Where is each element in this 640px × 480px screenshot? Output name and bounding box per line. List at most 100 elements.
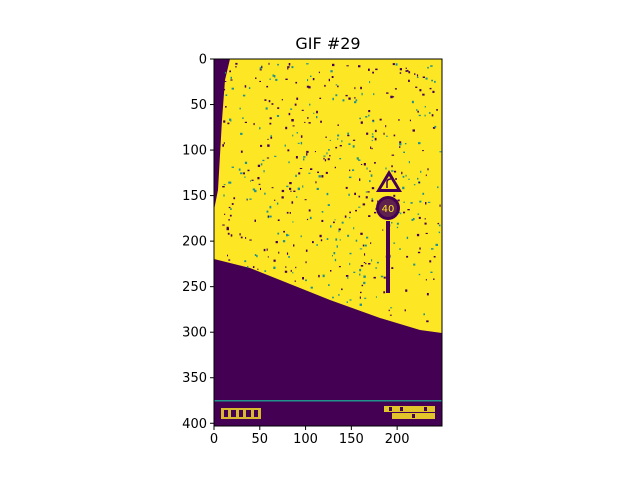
speckle xyxy=(312,241,314,244)
speckle xyxy=(264,99,267,101)
speckle xyxy=(432,90,435,93)
speckle xyxy=(324,159,327,162)
speckle xyxy=(425,77,428,80)
speckle xyxy=(349,262,351,266)
x-tick-label: 150 xyxy=(339,432,364,447)
speckle xyxy=(427,66,429,69)
speckle xyxy=(353,271,356,273)
speckle xyxy=(262,159,265,162)
speckle xyxy=(349,217,351,219)
speckle xyxy=(249,198,252,200)
speckle xyxy=(244,121,247,123)
speckle xyxy=(337,134,340,137)
speckle xyxy=(295,266,297,269)
speckle xyxy=(321,175,324,178)
speckle xyxy=(312,78,315,81)
speckle xyxy=(223,142,225,145)
speckle xyxy=(338,228,341,231)
speckle xyxy=(356,157,359,160)
speckle xyxy=(293,190,296,192)
speckle xyxy=(318,175,321,178)
speckle xyxy=(304,199,307,201)
speckle xyxy=(347,234,350,237)
speckle xyxy=(284,144,286,147)
speckle xyxy=(228,219,230,221)
speckle xyxy=(438,231,441,234)
speckle xyxy=(329,139,331,141)
x-tick-label: 100 xyxy=(293,432,318,447)
speckle xyxy=(320,120,322,123)
speckle xyxy=(393,134,396,137)
speckle xyxy=(391,96,395,98)
speckle xyxy=(292,125,295,127)
speckle xyxy=(375,68,378,71)
speckle xyxy=(303,158,305,161)
speckle xyxy=(319,234,322,238)
speckle xyxy=(403,201,405,203)
speckle xyxy=(249,239,252,241)
caption-artifact-right xyxy=(384,406,435,419)
speckle xyxy=(330,70,333,73)
speckle xyxy=(341,140,343,143)
speckle xyxy=(359,303,362,306)
speckle xyxy=(240,150,243,153)
speckle xyxy=(354,192,356,195)
speckle xyxy=(230,76,232,79)
speckle xyxy=(370,242,372,244)
speckle xyxy=(222,224,225,226)
speckle xyxy=(267,215,269,218)
speckle xyxy=(405,70,408,72)
speckle xyxy=(405,289,408,292)
speckle xyxy=(413,263,416,266)
speckle xyxy=(416,76,419,78)
speckle xyxy=(425,202,427,205)
speckle xyxy=(361,284,364,287)
speckle xyxy=(368,215,371,217)
speckle xyxy=(360,121,363,124)
speckle xyxy=(394,170,397,173)
speckle xyxy=(352,139,356,141)
speckle xyxy=(314,151,316,153)
speckle xyxy=(229,118,232,121)
speckle xyxy=(374,162,376,164)
speckle xyxy=(241,267,243,270)
speckle xyxy=(335,146,338,149)
speckle xyxy=(231,87,234,90)
speckle xyxy=(301,109,304,111)
y-tick-label: 0 xyxy=(199,53,207,68)
speckle xyxy=(395,178,397,180)
speckle xyxy=(222,144,224,147)
speckle xyxy=(433,256,436,258)
speckle xyxy=(227,254,228,257)
speckle xyxy=(355,209,357,212)
speckle xyxy=(417,251,421,254)
speckle xyxy=(406,255,409,258)
speckle xyxy=(286,185,289,188)
speckle xyxy=(404,143,407,145)
speckle xyxy=(337,85,339,88)
speckle xyxy=(352,169,355,171)
speckle xyxy=(418,273,421,276)
speckle xyxy=(371,147,373,150)
speckle xyxy=(404,309,406,312)
speckle xyxy=(395,63,398,66)
speckle xyxy=(260,187,261,190)
speckle xyxy=(275,78,278,81)
speckle xyxy=(337,138,339,140)
speckle xyxy=(371,259,373,262)
speckle xyxy=(389,314,392,316)
speckle xyxy=(375,267,378,269)
speckle xyxy=(371,135,374,138)
speckle xyxy=(323,155,326,157)
speckle xyxy=(360,86,362,90)
speckle xyxy=(229,70,231,73)
speckle xyxy=(239,107,241,110)
speckle xyxy=(399,146,401,148)
speckle xyxy=(223,194,225,197)
speckle xyxy=(434,125,437,128)
speckle xyxy=(240,132,243,135)
speckle xyxy=(436,109,438,111)
speckle xyxy=(376,261,379,264)
speckle xyxy=(223,184,226,186)
speckle xyxy=(335,94,338,97)
